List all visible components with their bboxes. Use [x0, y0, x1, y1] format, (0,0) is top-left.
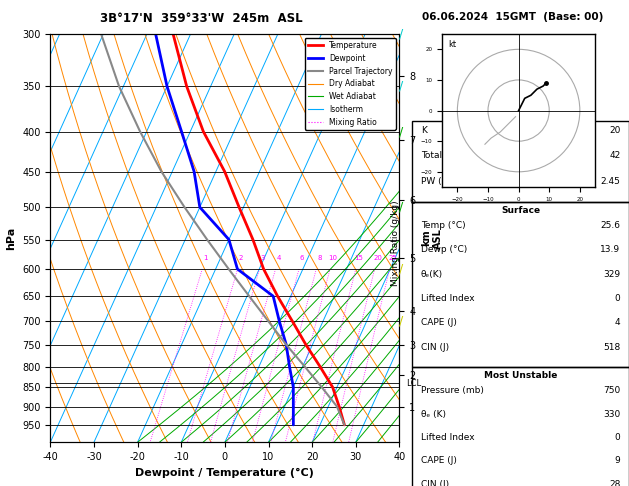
Bar — [412, 122, 629, 202]
Text: /: / — [399, 201, 403, 214]
Text: 1: 1 — [204, 255, 208, 260]
Bar — [412, 202, 629, 367]
Text: 06.06.2024  15GMT  (Base: 00): 06.06.2024 15GMT (Base: 00) — [422, 12, 603, 22]
Text: /: / — [399, 28, 403, 40]
Text: LCL: LCL — [406, 379, 421, 388]
Text: 9: 9 — [615, 456, 620, 466]
Text: 329: 329 — [603, 270, 620, 279]
Text: CAPE (J): CAPE (J) — [421, 456, 457, 466]
Text: K: K — [421, 126, 426, 136]
Text: /: / — [399, 262, 403, 276]
Text: Lifted Index: Lifted Index — [421, 433, 474, 442]
Text: 518: 518 — [603, 343, 620, 352]
Text: 330: 330 — [603, 410, 620, 419]
Text: 2.45: 2.45 — [601, 176, 620, 186]
X-axis label: Dewpoint / Temperature (°C): Dewpoint / Temperature (°C) — [135, 468, 314, 478]
Text: /: / — [399, 80, 403, 93]
Text: /: / — [399, 125, 403, 138]
Y-axis label: km
ASL: km ASL — [421, 228, 443, 248]
Text: Temp (°C): Temp (°C) — [421, 221, 465, 230]
Text: Pressure (mb): Pressure (mb) — [421, 386, 484, 396]
Text: 3: 3 — [260, 255, 265, 260]
Text: 4: 4 — [615, 318, 620, 328]
Text: 28: 28 — [609, 480, 620, 486]
Text: Lifted Index: Lifted Index — [421, 294, 474, 303]
Text: CIN (J): CIN (J) — [421, 343, 449, 352]
Y-axis label: hPa: hPa — [6, 226, 16, 250]
Text: 2: 2 — [239, 255, 243, 260]
Text: 750: 750 — [603, 386, 620, 396]
Text: Dewp (°C): Dewp (°C) — [421, 245, 467, 255]
Text: 20: 20 — [609, 126, 620, 136]
Text: 15: 15 — [354, 255, 363, 260]
Text: 6: 6 — [300, 255, 304, 260]
Text: Mixing Ratio (g/kg): Mixing Ratio (g/kg) — [391, 200, 399, 286]
Bar — [412, 367, 629, 486]
Text: 0: 0 — [615, 433, 620, 442]
Text: Totals Totals: Totals Totals — [421, 152, 475, 160]
Text: 42: 42 — [609, 152, 620, 160]
Text: /: / — [399, 315, 403, 328]
Text: 8: 8 — [317, 255, 321, 260]
Text: 4: 4 — [277, 255, 281, 260]
Text: θₑ(K): θₑ(K) — [421, 270, 443, 279]
Text: 3B°17'N  359°33'W  245m  ASL: 3B°17'N 359°33'W 245m ASL — [100, 12, 303, 25]
Text: Surface: Surface — [501, 206, 540, 215]
Text: 13.9: 13.9 — [600, 245, 620, 255]
Text: 25.6: 25.6 — [600, 221, 620, 230]
Text: kt: kt — [448, 40, 456, 49]
Text: Most Unstable: Most Unstable — [484, 371, 557, 380]
Text: CAPE (J): CAPE (J) — [421, 318, 457, 328]
Text: 20: 20 — [373, 255, 382, 260]
Legend: Temperature, Dewpoint, Parcel Trajectory, Dry Adiabat, Wet Adiabat, Isotherm, Mi: Temperature, Dewpoint, Parcel Trajectory… — [304, 38, 396, 130]
Text: 25: 25 — [388, 255, 397, 260]
Text: PW (cm): PW (cm) — [421, 176, 459, 186]
Text: 10: 10 — [328, 255, 338, 260]
Text: θₑ (K): θₑ (K) — [421, 410, 446, 419]
Text: 0: 0 — [615, 294, 620, 303]
Text: CIN (J): CIN (J) — [421, 480, 449, 486]
